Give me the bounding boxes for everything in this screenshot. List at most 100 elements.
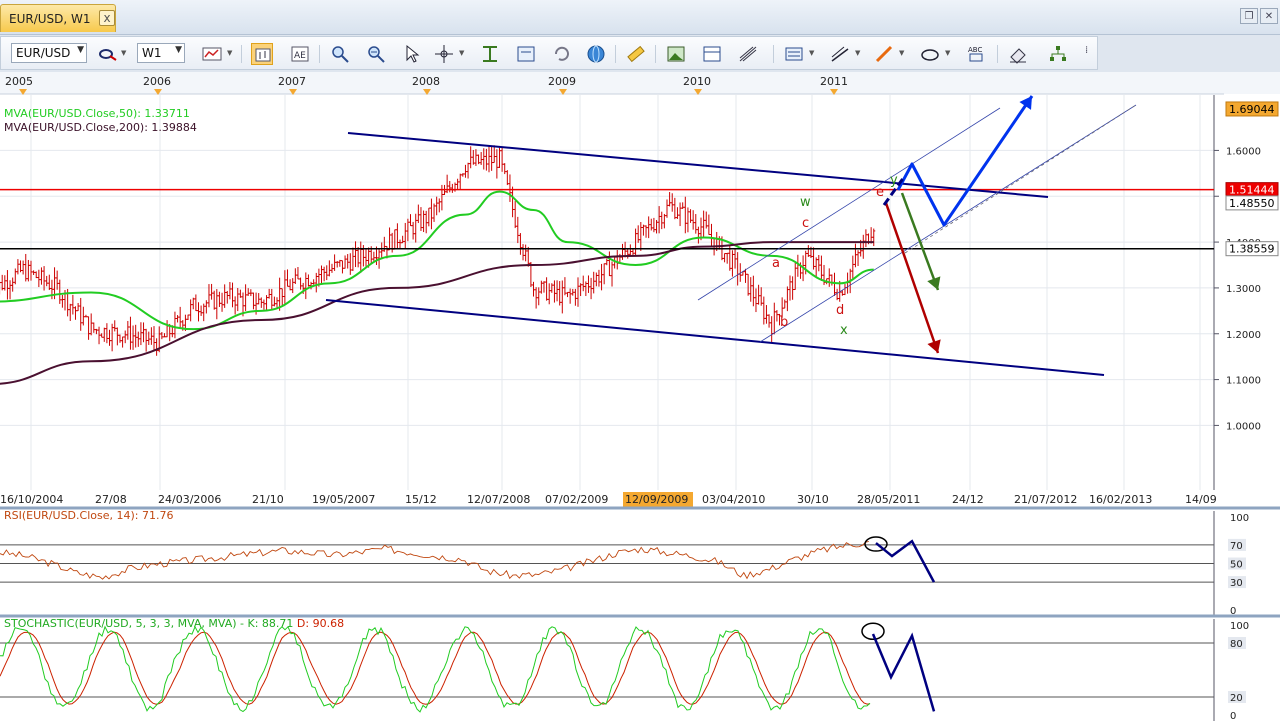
volume-icon[interactable]: AE [289, 43, 311, 65]
timeframe-select[interactable]: W1 ▼ [137, 43, 185, 63]
eraser-icon[interactable] [1007, 43, 1029, 65]
stochastic-tick-label: 20 [1230, 693, 1243, 704]
chart-tab[interactable]: EUR/USD, W1 x [0, 4, 116, 32]
stochastic-title: STOCHASTIC(EUR/USD, 5, 3, 3, MVA, MVA) -… [4, 617, 344, 630]
picture-icon[interactable] [665, 43, 687, 65]
cursor-icon[interactable] [401, 43, 423, 65]
stochastic-k-label: K: 88.71 [248, 617, 297, 630]
stochastic-d-label: D: 90.68 [297, 617, 344, 630]
price-tag-label: 1.38559 [1229, 243, 1275, 256]
bearish-arrow-green [900, 192, 940, 291]
stochastic-tick-label: 0 [1230, 711, 1236, 722]
year-label: 2009 [548, 75, 576, 88]
rsi-tick-label: 70 [1230, 541, 1243, 552]
year-label: 2007 [278, 75, 306, 88]
price-tag-box [1225, 195, 1279, 211]
layout-icon[interactable] [701, 43, 723, 65]
stochastic-tick-label: 80 [1230, 639, 1243, 650]
rsi-title: RSI(EUR/USD.Close, 14): 71.76 [4, 509, 173, 522]
x-tick-label: 07/02/2009 [545, 493, 608, 506]
chevron-down-icon: ▼ [175, 45, 182, 55]
tab-bar: EUR/USD, W1 x ❐ ✕ [0, 0, 1280, 35]
y-tick-label: 1.1000 [1226, 376, 1261, 387]
svg-text:AE: AE [294, 51, 306, 61]
chart-type-icon[interactable] [201, 43, 223, 65]
rsi-tick-label: 100 [1230, 513, 1249, 524]
symbol-link-icon[interactable] [97, 43, 119, 65]
price-panel: 1.60001.50001.40001.30001.20001.10001.00… [0, 95, 1279, 507]
globe-icon[interactable] [585, 43, 607, 65]
bearish-arrow-green-head [927, 276, 941, 290]
refresh-icon[interactable] [551, 43, 573, 65]
stochastic-projection [871, 632, 936, 712]
stochastic-highlight-circle [861, 622, 885, 641]
indicator-icon[interactable] [479, 43, 501, 65]
channel-icon[interactable] [783, 43, 805, 65]
x-tick-label: 27/08 [95, 493, 127, 506]
zoom-in-icon[interactable] [329, 43, 351, 65]
toolbar: EUR/USD ▼ ▼ W1 ▼ ▼ AE ▼ [0, 36, 1098, 70]
price-tag-label: 1.69044 [1229, 103, 1275, 116]
stochastic-level-tag [1228, 637, 1246, 649]
pen-icon[interactable] [873, 43, 895, 65]
template-icon[interactable] [515, 43, 537, 65]
rsi-line [0, 540, 869, 580]
stochastic-title-prefix: STOCHASTIC(EUR/USD, 5, 3, 3, MVA, MVA) - [4, 617, 248, 630]
wave-label-c: c [802, 216, 809, 231]
crosshair-icon[interactable] [433, 43, 455, 65]
rsi-panel: 100 70 50 30 0 RSI(EUR/USD.Close, 14): 71.76 [0, 506, 1280, 618]
price-tag-label: 1.48550 [1229, 197, 1275, 210]
stochastic-panel: 100 80 20 0 STOCHASTIC(EUR/USD, 5, 3, 3, MVA… [0, 614, 1280, 722]
bearish-arrow-red-head [927, 339, 941, 353]
close-window-icon[interactable]: ✕ [1260, 8, 1278, 24]
rsi-level-tag [1228, 557, 1246, 570]
rsi-highlight-circle [864, 536, 888, 552]
legend-mva50: MVA(EUR/USD.Close,50): 1.33711 [4, 107, 190, 120]
x-tick-highlight [623, 492, 693, 507]
rsi-projection [875, 539, 936, 583]
year-label: 2008 [412, 75, 440, 88]
x-tick-label: 24/12 [952, 493, 984, 506]
stochastic-tick-label: 100 [1230, 621, 1249, 632]
fibonacci-icon[interactable] [737, 43, 759, 65]
top-axis-background [0, 72, 1280, 94]
x-tick-label: 28/05/2011 [857, 493, 920, 506]
y-tick-label: 1.3000 [1226, 284, 1261, 295]
mva200-line [0, 241, 874, 385]
ruler-icon[interactable] [625, 43, 647, 65]
x-tick-label: 24/03/2006 [158, 493, 221, 506]
year-label: 2010 [683, 75, 711, 88]
y-tick-label: 1.0000 [1226, 421, 1261, 432]
x-tick-label: 19/05/2007 [312, 493, 375, 506]
price-tag-box [1225, 241, 1279, 257]
zoom-out-icon[interactable] [365, 43, 387, 65]
legend-mva200: MVA(EUR/USD.Close,200): 1.39884 [4, 121, 197, 134]
y-tick-label: 1.6000 [1226, 146, 1261, 157]
year-marker-icon [289, 89, 297, 95]
x-tick-label: 21/10 [252, 493, 284, 506]
trendline-icon[interactable] [829, 43, 851, 65]
text-icon[interactable]: ABC [965, 43, 987, 65]
rising-channel-dashed [904, 104, 1137, 254]
tree-icon[interactable] [1047, 43, 1069, 65]
year-marker-icon [559, 89, 567, 95]
symbol-select[interactable]: EUR/USD ▼ [11, 43, 87, 63]
timeframe-value: W1 [142, 46, 162, 60]
x-tick-label: 15/12 [405, 493, 437, 506]
year-marker-icon [830, 89, 838, 95]
channel-lower-line [325, 299, 1105, 376]
stochastic-d-line [0, 631, 871, 705]
year-marker-icon [423, 89, 431, 95]
price-tag-label: 1.51444 [1229, 184, 1275, 197]
stochastic-background [0, 617, 1280, 719]
year-label: 2011 [820, 75, 848, 88]
x-tick-label: 14/09 [1185, 493, 1217, 506]
close-icon[interactable]: x [99, 10, 115, 26]
restore-icon[interactable]: ❐ [1240, 8, 1258, 24]
bearish-arrow-red [884, 202, 940, 354]
bar-chart-icon[interactable] [251, 43, 273, 65]
wave-label-y: y [890, 173, 898, 188]
rsi-tick-label: 0 [1230, 606, 1236, 617]
ellipse-icon[interactable] [919, 43, 941, 65]
